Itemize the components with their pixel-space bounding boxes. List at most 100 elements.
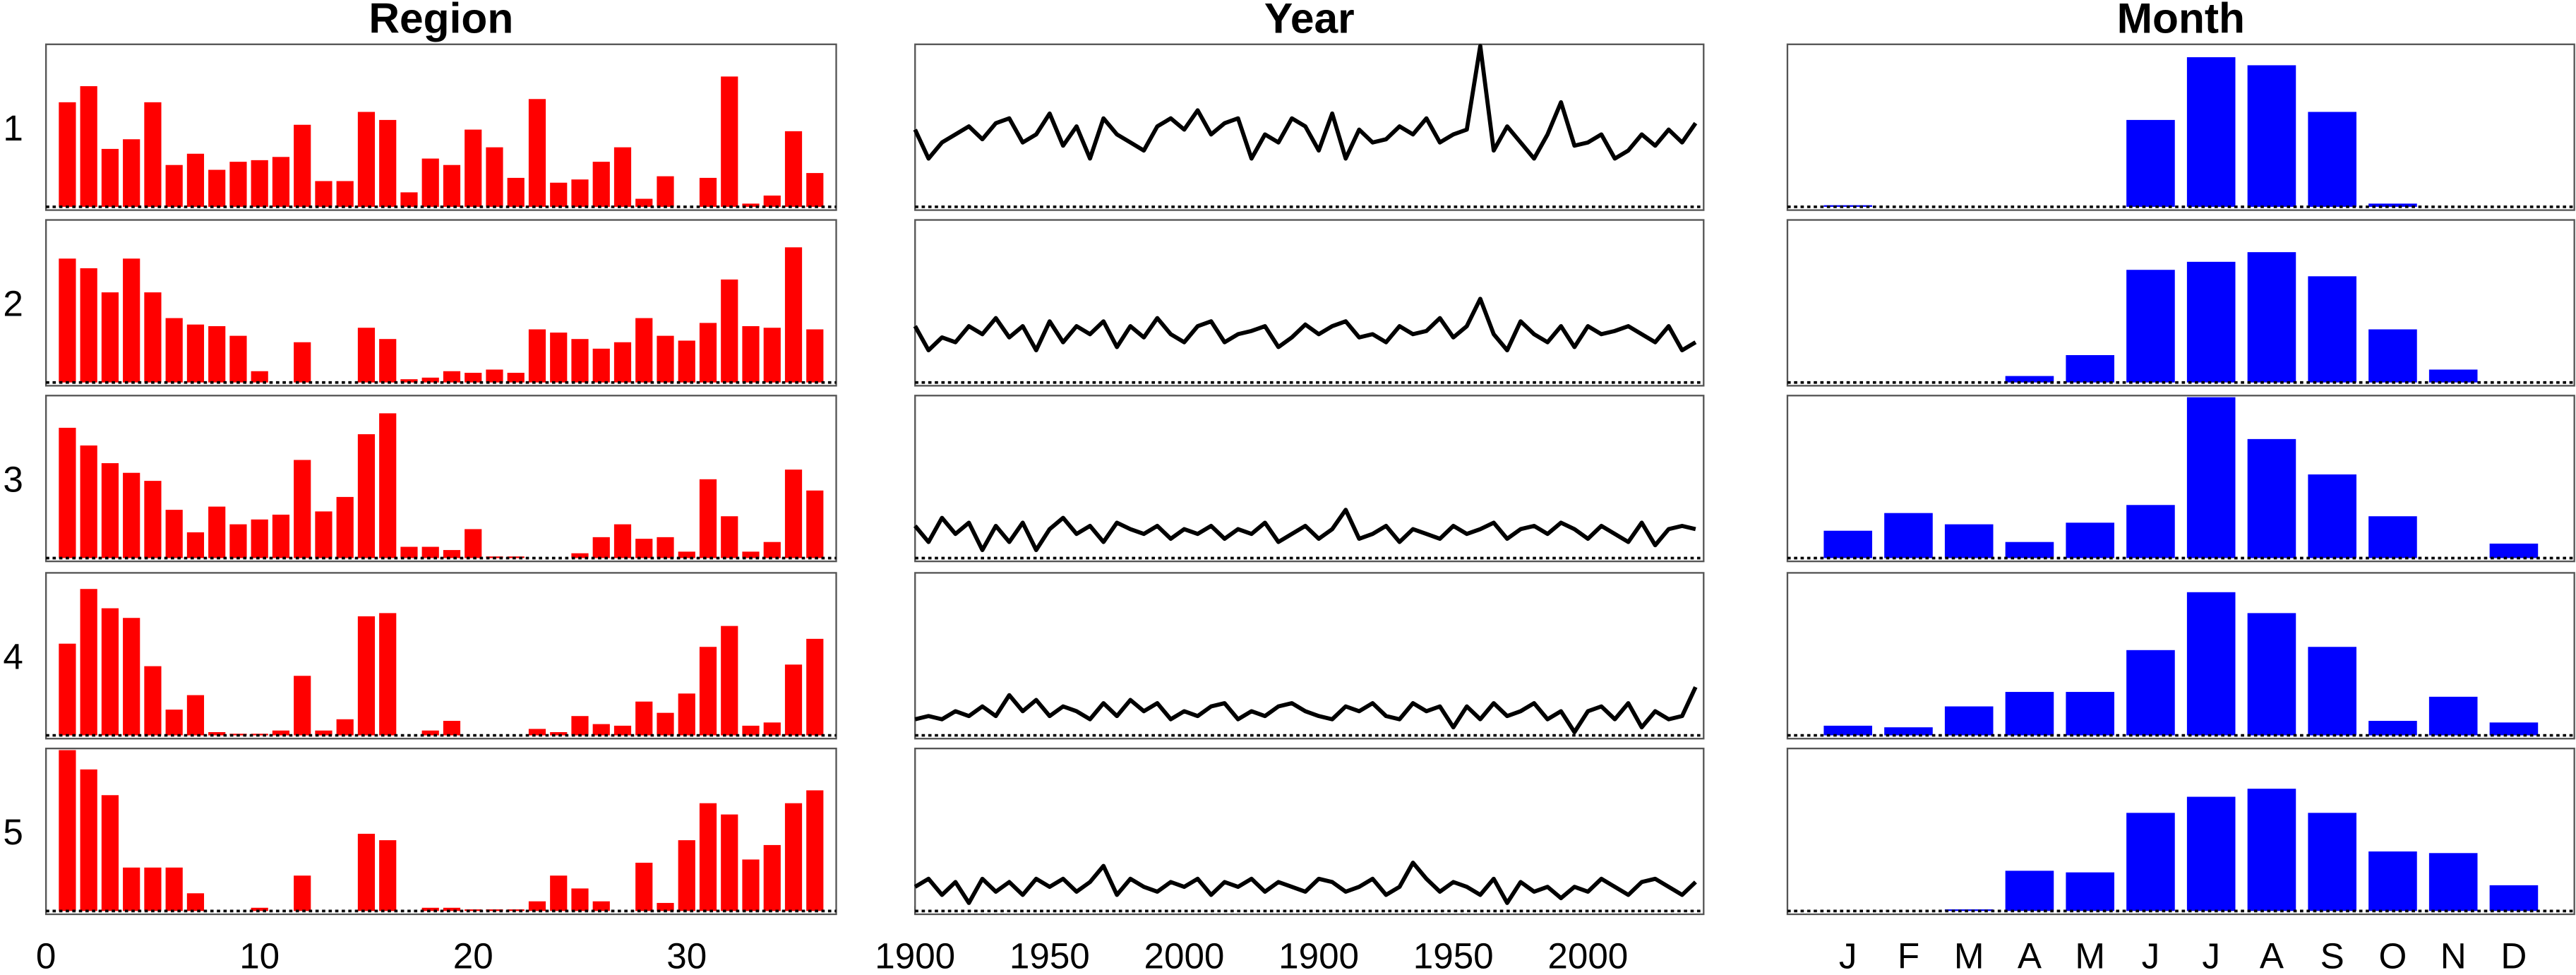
bar <box>1944 706 1994 736</box>
column-title: Year <box>1264 0 1355 42</box>
row-label: 1 <box>3 108 23 148</box>
bar <box>1944 909 1994 911</box>
bar <box>721 76 738 207</box>
bar <box>528 901 546 911</box>
bar <box>357 833 376 911</box>
bar <box>101 292 119 383</box>
bar <box>272 157 290 207</box>
bar <box>742 725 760 736</box>
bar <box>486 369 503 383</box>
bar <box>613 725 632 736</box>
bar <box>59 258 76 383</box>
x-tick-label: 1900 <box>1278 936 1359 975</box>
bar <box>2247 65 2296 207</box>
bar <box>2489 543 2539 558</box>
bar <box>2186 261 2236 383</box>
x-tick-label: 1900 <box>875 936 955 975</box>
bar <box>315 730 333 736</box>
bar <box>571 716 589 736</box>
bar <box>784 469 803 558</box>
bar <box>336 719 354 736</box>
bar <box>165 318 183 383</box>
bar <box>379 413 397 558</box>
bar <box>336 496 354 558</box>
bar <box>2186 57 2236 207</box>
bar <box>763 722 781 736</box>
bar <box>721 516 738 558</box>
bar <box>2126 813 2175 911</box>
bar <box>2247 789 2296 911</box>
bar <box>763 328 781 383</box>
bar <box>443 907 461 911</box>
x-tick-label: 30 <box>666 936 707 975</box>
bar <box>144 481 162 558</box>
bar <box>2428 369 2478 383</box>
bar <box>208 732 226 736</box>
x-tick-label: S <box>2320 936 2344 975</box>
bar <box>528 99 546 207</box>
bar <box>2368 851 2417 911</box>
bar <box>2489 722 2539 736</box>
row-label: 5 <box>3 812 23 852</box>
bar <box>59 427 76 558</box>
bar <box>699 479 717 558</box>
bar <box>2308 647 2356 736</box>
bar <box>2247 613 2296 736</box>
bar <box>571 179 589 207</box>
bar <box>2368 721 2417 736</box>
line <box>913 508 1696 552</box>
panel-frame <box>44 572 837 740</box>
bar <box>721 279 738 383</box>
bar <box>443 165 461 207</box>
bar <box>272 514 290 558</box>
panel-frame <box>44 747 837 916</box>
bar <box>571 888 589 911</box>
bar <box>678 840 695 911</box>
bar <box>486 147 503 207</box>
bar <box>721 814 738 911</box>
x-tick-label: 2000 <box>1547 936 1628 975</box>
bar <box>101 148 119 207</box>
bar <box>443 371 461 383</box>
bar <box>613 524 632 558</box>
bar <box>592 537 610 558</box>
bar <box>763 844 781 911</box>
bar <box>571 553 589 558</box>
bar <box>59 750 76 911</box>
bar <box>742 325 760 383</box>
bar <box>186 695 205 736</box>
bar <box>742 551 760 558</box>
bar <box>80 769 97 911</box>
bar <box>635 198 653 207</box>
bar <box>2428 853 2478 911</box>
bar <box>657 712 674 736</box>
column-title: Month <box>2117 0 2245 42</box>
bar <box>357 112 376 207</box>
bar <box>144 666 162 736</box>
bar <box>763 542 781 558</box>
bar <box>763 195 781 207</box>
bar <box>806 638 824 736</box>
bar <box>443 721 461 736</box>
bar <box>1884 727 1933 736</box>
bar <box>528 329 546 383</box>
bar <box>613 342 632 383</box>
x-tick-label: J <box>2202 936 2220 975</box>
bar <box>208 506 226 558</box>
bar <box>2308 813 2356 911</box>
bar <box>2368 516 2417 558</box>
bar <box>186 532 205 558</box>
bar <box>2066 354 2114 383</box>
bar <box>2126 270 2175 383</box>
line <box>913 44 1698 161</box>
bar <box>806 490 824 558</box>
x-tick-label: N <box>2440 936 2467 975</box>
panel-frame <box>914 219 1705 387</box>
bar <box>592 724 610 736</box>
x-tick-label: 1950 <box>1413 936 1494 975</box>
bar <box>123 139 140 207</box>
bar <box>144 292 162 383</box>
bar <box>635 539 653 558</box>
